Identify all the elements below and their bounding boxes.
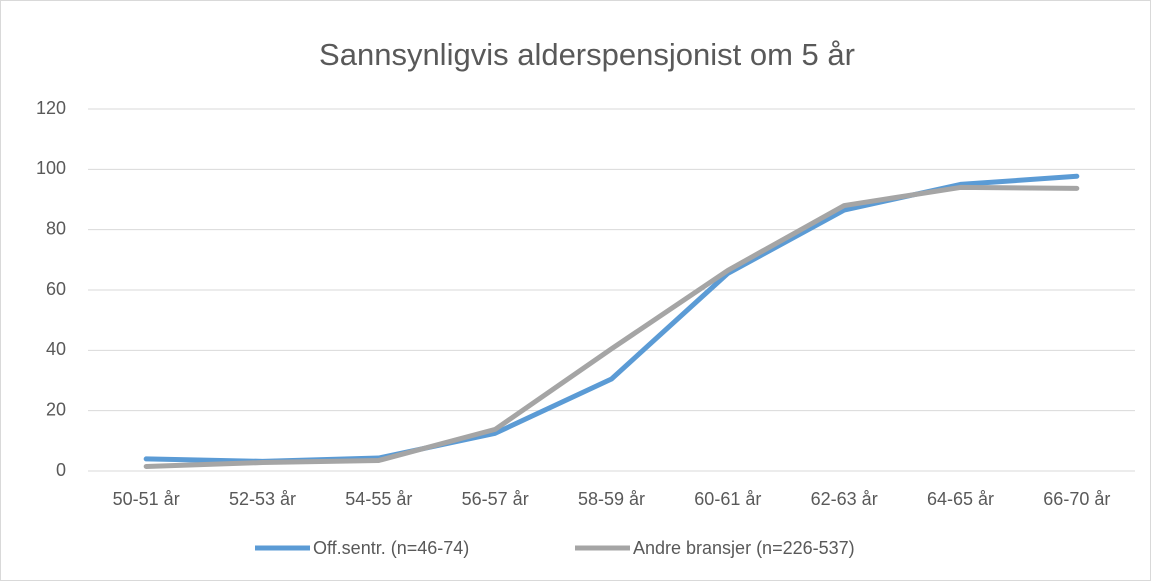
y-tick-label: 100 (36, 158, 66, 178)
x-tick-label: 66-70 år (1043, 489, 1110, 509)
y-tick-label: 20 (46, 399, 66, 419)
x-tick-label: 52-53 år (229, 489, 296, 509)
x-tick-label: 54-55 år (345, 489, 412, 509)
y-tick-label: 80 (46, 218, 66, 238)
data-line (143, 184, 1080, 469)
legend-label: Off.sentr. (n=46-74) (313, 538, 469, 558)
y-tick-label: 40 (46, 339, 66, 359)
x-tick-label: 56-57 år (462, 489, 529, 509)
x-tick-label: 64-65 år (927, 489, 994, 509)
x-tick-label: 58-59 år (578, 489, 645, 509)
y-tick-label: 60 (46, 279, 66, 299)
y-tick-label: 120 (36, 98, 66, 118)
chart-title: Sannsynligvis alderspensjonist om 5 år (319, 37, 855, 72)
x-tick-label: 60-61 år (694, 489, 761, 509)
x-tick-label: 62-63 år (811, 489, 878, 509)
legend-label: Andre bransjer (n=226-537) (633, 538, 855, 558)
x-tick-label: 50-51 år (113, 489, 180, 509)
y-tick-label: 0 (56, 460, 66, 480)
